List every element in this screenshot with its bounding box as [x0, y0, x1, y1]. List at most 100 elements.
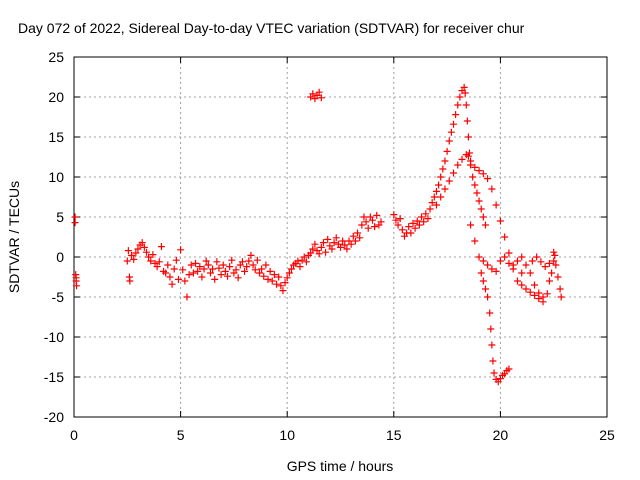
data-point: [464, 133, 472, 141]
y-tick-label: 25: [48, 49, 64, 65]
data-point: [319, 239, 327, 247]
data-point: [243, 263, 251, 271]
data-point: [477, 269, 485, 277]
data-point: [437, 173, 445, 181]
data-point: [157, 243, 165, 251]
x-tick-label: 20: [493, 427, 509, 443]
data-point: [73, 282, 81, 290]
data-point: [557, 293, 565, 301]
data-point: [449, 169, 457, 177]
data-point: [479, 170, 487, 178]
y-tick-label: 15: [48, 129, 64, 145]
data-point: [285, 269, 293, 277]
data-point: [255, 269, 263, 277]
data-point: [253, 256, 261, 264]
data-point: [181, 277, 189, 285]
data-point: [535, 295, 543, 303]
data-point: [487, 325, 495, 333]
y-tick-label: -5: [52, 289, 65, 305]
data-point: [526, 288, 534, 296]
data-point: [183, 293, 191, 301]
data-point: [189, 269, 197, 277]
x-tick-label: 25: [599, 427, 615, 443]
y-tick-label: 10: [48, 169, 64, 185]
chart-title: Day 072 of 2022, Sidereal Day-to-day VTE…: [18, 20, 525, 36]
data-point: [396, 215, 404, 223]
data-point: [545, 277, 553, 285]
y-tick-labels: -20 -15 -10 -5 0 5 10 15 20 25: [44, 49, 64, 425]
data-point: [341, 241, 349, 249]
data-point: [179, 266, 187, 274]
data-point: [428, 199, 436, 207]
data-point: [426, 205, 434, 213]
data-point: [187, 261, 195, 269]
data-point: [155, 258, 163, 266]
data-point: [142, 248, 150, 256]
data-point: [215, 264, 223, 272]
data-point: [550, 248, 558, 256]
data-point: [283, 274, 291, 282]
data-point: [488, 341, 496, 349]
data-point: [464, 152, 472, 160]
data-point: [149, 251, 157, 259]
data-point: [445, 177, 453, 185]
data-point: [174, 275, 182, 283]
data-point: [132, 249, 140, 257]
data-point: [317, 243, 325, 251]
data-point: [501, 233, 509, 241]
data-point: [424, 215, 432, 223]
data-point: [204, 261, 212, 269]
data-point: [322, 248, 330, 256]
data-point: [437, 193, 445, 201]
data-point: [228, 256, 236, 264]
data-point: [509, 261, 517, 269]
data-point: [469, 173, 477, 181]
data-point: [518, 253, 526, 261]
data-point: [441, 157, 449, 165]
data-point: [162, 269, 170, 277]
data-point: [268, 277, 276, 285]
data-point: [439, 165, 447, 173]
y-tick-label: -15: [44, 369, 64, 385]
y-tick-label: 0: [56, 249, 64, 265]
data-point: [177, 246, 185, 254]
data-point: [343, 245, 351, 253]
data-point: [296, 263, 304, 271]
data-point: [492, 267, 500, 275]
x-tick-labels: 0 5 10 15 20 25: [70, 427, 615, 443]
data-point: [430, 193, 438, 201]
data-point: [413, 217, 421, 225]
data-point: [479, 257, 487, 265]
data-point: [279, 287, 287, 295]
y-axis-title: SDTVAR / TECUs: [6, 181, 22, 293]
data-point: [347, 240, 355, 248]
data-point: [123, 257, 131, 265]
data-point: [415, 221, 423, 229]
data-point: [496, 257, 504, 265]
y-tick-label: -10: [44, 329, 64, 345]
data-point: [539, 298, 547, 306]
data-point: [390, 211, 398, 219]
data-point: [522, 285, 530, 293]
data-point: [541, 263, 549, 271]
data-point: [251, 266, 259, 274]
data-point: [522, 261, 530, 269]
x-tick-label: 15: [386, 427, 402, 443]
data-point: [552, 261, 560, 269]
data-point: [513, 257, 521, 265]
x-tick-label: 5: [177, 427, 185, 443]
data-point: [481, 285, 489, 293]
data-point: [300, 253, 308, 261]
data-point: [328, 245, 336, 253]
data-point: [309, 90, 317, 98]
y-tick-label: 20: [48, 89, 64, 105]
plot-frame: [73, 56, 608, 418]
data-point: [537, 258, 545, 266]
data-point: [126, 277, 134, 285]
data-point: [153, 263, 161, 271]
data-point: [496, 217, 504, 225]
data-point: [224, 272, 232, 280]
data-point: [392, 216, 400, 224]
data-point: [411, 224, 419, 232]
data-point: [492, 201, 500, 209]
